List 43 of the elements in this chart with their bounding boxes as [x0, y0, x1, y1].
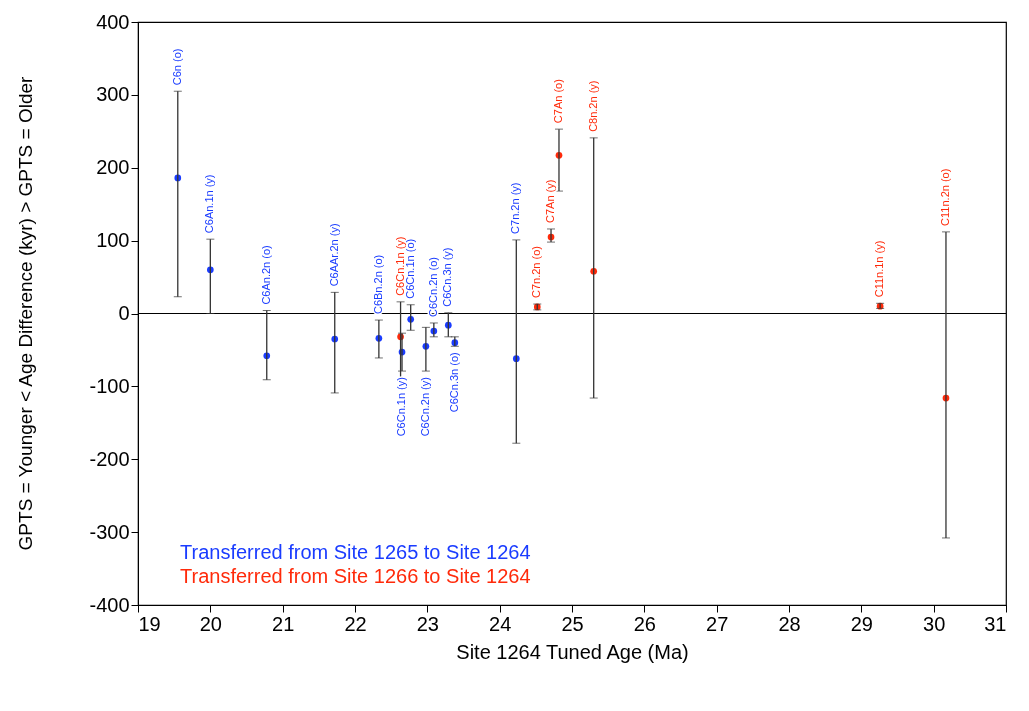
- x-axis-title: Site 1264 Tuned Age (Ma): [456, 640, 689, 663]
- annotation: C6Cn.3n (y): [441, 247, 454, 307]
- x-tick-label: 29: [850, 612, 873, 635]
- x-tick-label: 27: [706, 612, 729, 635]
- annotation: C6Bn.2n (o): [371, 254, 384, 315]
- text: Transferred from Site 1265 to Site 1264: [180, 541, 531, 563]
- x-tick-label: 23: [416, 612, 439, 635]
- x-tick-label: 31: [984, 612, 1007, 635]
- y-tick-label: -100: [89, 374, 130, 397]
- x-tick-label: 25: [561, 612, 584, 635]
- y-tick-label: 300: [96, 83, 130, 106]
- x-tick-label: 20: [199, 612, 222, 635]
- annotation: C8n.2n (y): [586, 80, 599, 132]
- text: Transferred from Site 1266 to Site 1264: [180, 565, 531, 587]
- y-tick-label: -200: [89, 447, 130, 470]
- x-tick-label: 26: [633, 612, 656, 635]
- annotation: C7An (y): [544, 179, 557, 223]
- annotation: C11n.2n (o): [938, 168, 951, 226]
- annotation: C6Cn.3n (o): [447, 352, 460, 413]
- y-tick-label: 400: [96, 10, 130, 33]
- y-tick-label: 0: [118, 302, 130, 324]
- annotation: C7n.2n (o): [530, 246, 543, 299]
- y-axis-title: GPTS = Younger < Age Difference (kyr) > GPTS = Older: [15, 75, 36, 551]
- annotation: C6Cn.2n (y): [418, 377, 431, 437]
- x-tick-label: 28: [778, 612, 801, 635]
- annotation: C6Cn.1n (y): [395, 377, 408, 437]
- x-tick-label: 19: [138, 612, 161, 635]
- annotation: C6Cn.2n (o): [426, 257, 439, 317]
- y-tick-label: 100: [96, 229, 130, 252]
- y-tick-label: 200: [96, 156, 130, 179]
- y-tick-label: -300: [89, 520, 130, 543]
- annotation: C7An (o): [551, 79, 564, 124]
- annotation: C11n.1n (y): [873, 240, 886, 298]
- annotation: C7n.2n (y): [509, 182, 522, 234]
- annotation: C6An.2n (o): [259, 245, 272, 305]
- x-tick-label: 24: [489, 612, 512, 635]
- annotation: C6n (o): [170, 48, 183, 86]
- x-tick-label: 22: [344, 612, 367, 635]
- y-tick-label: -400: [89, 593, 130, 616]
- annotation: C6An.1n (y): [203, 174, 216, 234]
- annotation: C6AAr.2n (y): [327, 223, 340, 287]
- x-tick-label: 21: [272, 612, 295, 635]
- x-tick-label: 30: [923, 612, 946, 635]
